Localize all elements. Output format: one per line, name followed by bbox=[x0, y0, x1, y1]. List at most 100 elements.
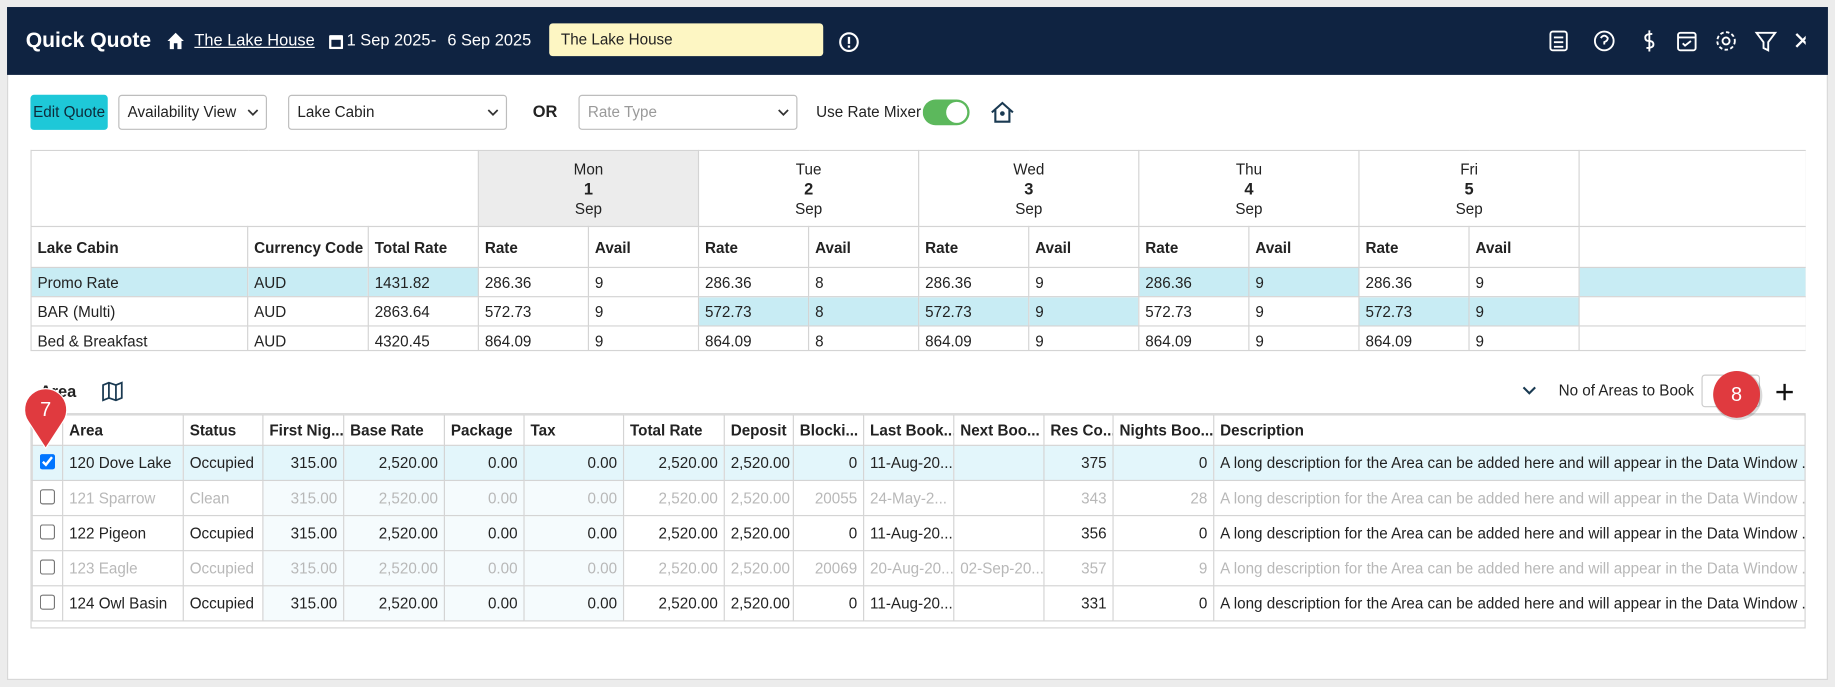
total-rate: 1431.82 bbox=[367, 266, 479, 298]
area-cell: 2,520.00 bbox=[723, 550, 794, 587]
area-cell: 0 bbox=[1112, 585, 1215, 622]
avail-header: Avail bbox=[1248, 225, 1360, 269]
map-icon[interactable] bbox=[101, 380, 124, 402]
room-type-select[interactable]: Lake Cabin bbox=[288, 94, 508, 130]
home-icon bbox=[167, 32, 184, 50]
rate-header: Rate bbox=[697, 225, 810, 269]
day-rate: 864.09 bbox=[1358, 325, 1470, 350]
date-separator: - bbox=[430, 30, 437, 50]
column-header: First Nig... bbox=[262, 414, 345, 446]
area-cell: 0.00 bbox=[443, 514, 525, 552]
day-avail: 9 bbox=[1248, 296, 1360, 327]
area-cell: 24-May-2... bbox=[863, 479, 955, 517]
rate-name: Bed & Breakfast bbox=[30, 325, 249, 350]
area-cell: 0.00 bbox=[443, 444, 525, 482]
area-cell: 315.00 bbox=[262, 550, 345, 587]
toolbar-icons[interactable] bbox=[1548, 28, 1806, 54]
area-cell: A long description for the Area can be a… bbox=[1213, 585, 1805, 622]
view-select[interactable]: Availability View bbox=[118, 94, 267, 130]
house-icon[interactable] bbox=[989, 101, 1015, 124]
area-cell: 315.00 bbox=[262, 479, 345, 517]
day-avail: 9 bbox=[1468, 266, 1580, 298]
area-cell: 11-Aug-20... bbox=[863, 444, 955, 482]
row-checkbox[interactable] bbox=[39, 453, 56, 469]
area-cell: 331 bbox=[1043, 585, 1114, 622]
row-checkbox[interactable] bbox=[39, 558, 56, 575]
rate-row[interactable]: Promo Rate AUD 1431.82 286.36 9 286.36 8 286.36… bbox=[30, 266, 1806, 298]
day-day: 1 bbox=[583, 178, 594, 198]
area-cell: 0.00 bbox=[443, 585, 525, 622]
room-type-text: Lake Cabin bbox=[297, 102, 375, 121]
start-date: 1 Sep 2025 bbox=[346, 30, 431, 50]
area-row[interactable]: 122 Pigeon Occupied 315.00 2,520.00 0.00 0.00… bbox=[31, 514, 1805, 552]
day-rate: 286.36 bbox=[1358, 266, 1470, 298]
area-cell: 20055 bbox=[792, 479, 865, 517]
day-rate: 572.73 bbox=[1358, 296, 1470, 327]
checkbox-cell bbox=[31, 479, 64, 517]
day-rate: 286.36 bbox=[1138, 266, 1250, 298]
day-dow: Fri bbox=[1460, 159, 1479, 178]
area-cell: 2,520.00 bbox=[622, 514, 725, 552]
area-cell: 2,520.00 bbox=[343, 514, 445, 552]
area-row[interactable]: 123 Eagle Occupied 315.00 2,520.00 0.00 0.00 2… bbox=[31, 550, 1805, 587]
area-row[interactable]: 124 Owl Basin Occupied 315.00 2,520.00 0.00 0… bbox=[31, 585, 1805, 622]
area-cell: Occupied bbox=[182, 444, 264, 482]
area-cell: Clean bbox=[182, 479, 264, 517]
callout-7-text: 7 bbox=[40, 399, 51, 421]
area-cell: 20069 bbox=[792, 550, 865, 587]
area-cell: Occupied bbox=[182, 514, 264, 552]
row-checkbox[interactable] bbox=[39, 593, 56, 610]
column-header: Base Rate bbox=[343, 414, 445, 446]
column-header: Lake Cabin bbox=[30, 225, 249, 269]
rate-grid: Mon 1 Sep Tue 2 Sep Wed 3 Sep Thu 4 Sep Fri 5 Sep Lake … bbox=[30, 149, 1806, 352]
area-cell bbox=[953, 585, 1045, 622]
area-cell: 2,520.00 bbox=[622, 444, 725, 482]
search-input[interactable]: The Lake House bbox=[549, 23, 824, 57]
day-header: Wed 3 Sep bbox=[918, 149, 1140, 228]
rate-table: Mon 1 Sep Tue 2 Sep Wed 3 Sep Thu 4 Sep Fri 5 Sep Lake … bbox=[30, 149, 1806, 350]
title: Quick Quote bbox=[25, 28, 152, 52]
area-cell: A long description for the Area can be a… bbox=[1213, 514, 1805, 552]
info-icon[interactable] bbox=[838, 32, 859, 53]
currency: AUD bbox=[247, 296, 369, 327]
row-checkbox[interactable] bbox=[39, 488, 56, 504]
rate-mixer-toggle[interactable] bbox=[922, 98, 972, 126]
header-bar: Quick Quote The Lake House 1 Sep 2025 - … bbox=[7, 7, 1828, 75]
area-cell: 20-Aug-20... bbox=[863, 550, 955, 587]
property-link[interactable]: The Lake House bbox=[194, 30, 315, 50]
rate-row[interactable]: BAR (Multi) AUD 2863.64 572.73 9 572.73 8 572.7… bbox=[30, 296, 1806, 327]
area-cell: 0 bbox=[792, 444, 865, 482]
rate-type-placeholder: Rate Type bbox=[587, 102, 657, 121]
day-header: Tue 2 Sep bbox=[697, 149, 920, 228]
area-cell: 315.00 bbox=[262, 514, 345, 552]
row-checkbox[interactable] bbox=[39, 523, 56, 539]
column-header: Total Rate bbox=[367, 225, 479, 269]
rate-row[interactable]: Bed & Breakfast AUD 4320.45 864.09 9 864.09 8 8… bbox=[30, 325, 1806, 350]
day-rate: 864.09 bbox=[1138, 325, 1250, 350]
day-avail: 9 bbox=[1028, 325, 1140, 350]
area-cell: 343 bbox=[1043, 479, 1114, 517]
area-row[interactable]: 120 Dove Lake Occupied 315.00 2,520.00 0.00 0… bbox=[31, 444, 1805, 482]
column-header: Blocki... bbox=[792, 414, 865, 446]
area-cell: 0 bbox=[1112, 514, 1215, 552]
day-avail: 8 bbox=[808, 296, 920, 327]
area-cell: 2,520.00 bbox=[723, 444, 794, 482]
day-month: Sep bbox=[1235, 199, 1263, 218]
area-cell bbox=[953, 444, 1045, 482]
day-rate: 286.36 bbox=[477, 266, 590, 298]
calendar-icon bbox=[329, 35, 344, 50]
add-button[interactable] bbox=[1775, 383, 1794, 402]
checkbox-cell bbox=[31, 585, 64, 622]
area-cell bbox=[953, 514, 1045, 552]
collapse-chevron[interactable] bbox=[1521, 385, 1537, 397]
column-header: Tax bbox=[523, 414, 625, 446]
rate-type-select[interactable]: Rate Type bbox=[578, 94, 798, 130]
edit-quote-button[interactable]: Edit Quote bbox=[30, 94, 108, 130]
area-row[interactable]: 121 Sparrow Clean 315.00 2,520.00 0.00 0.00 2,… bbox=[31, 479, 1805, 517]
day-avail: 9 bbox=[1028, 296, 1140, 327]
callout-7: 7 bbox=[24, 388, 68, 450]
day-day: 4 bbox=[1244, 178, 1254, 198]
currency: AUD bbox=[247, 325, 369, 350]
area-cell: 0 bbox=[1112, 444, 1215, 482]
